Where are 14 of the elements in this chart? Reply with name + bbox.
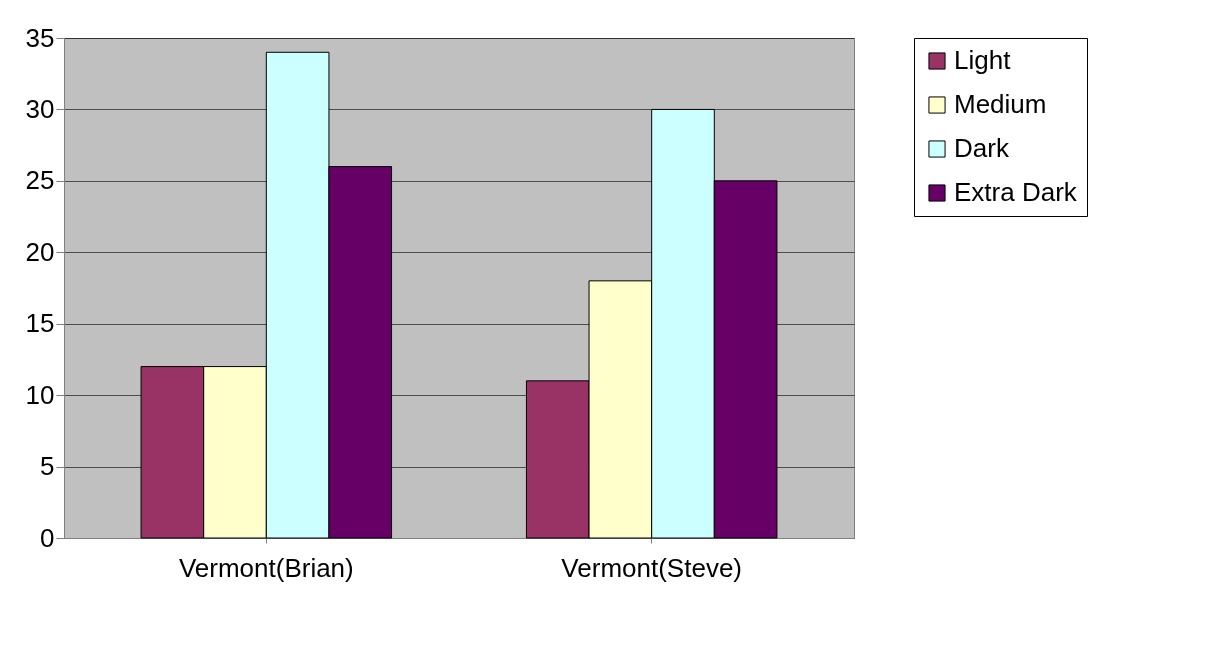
- x-tick-label: Vermont(Steve): [561, 552, 742, 583]
- legend-label: Extra Dark: [954, 177, 1078, 207]
- y-tick-label: 5: [40, 451, 55, 482]
- y-tick-label: 15: [25, 308, 55, 339]
- y-tick-label: 20: [25, 236, 55, 267]
- y-tick-label: 35: [25, 22, 55, 53]
- legend-label: Medium: [954, 89, 1047, 119]
- y-tick-label: 30: [25, 93, 55, 124]
- x-tick-label: Vermont(Brian): [178, 552, 354, 583]
- y-tick-label: 10: [25, 379, 55, 410]
- y-tick-label: 0: [40, 522, 55, 553]
- legend-label: Light: [954, 45, 1012, 75]
- y-tick-label: 25: [25, 165, 55, 196]
- legend-label: Dark: [954, 133, 1010, 163]
